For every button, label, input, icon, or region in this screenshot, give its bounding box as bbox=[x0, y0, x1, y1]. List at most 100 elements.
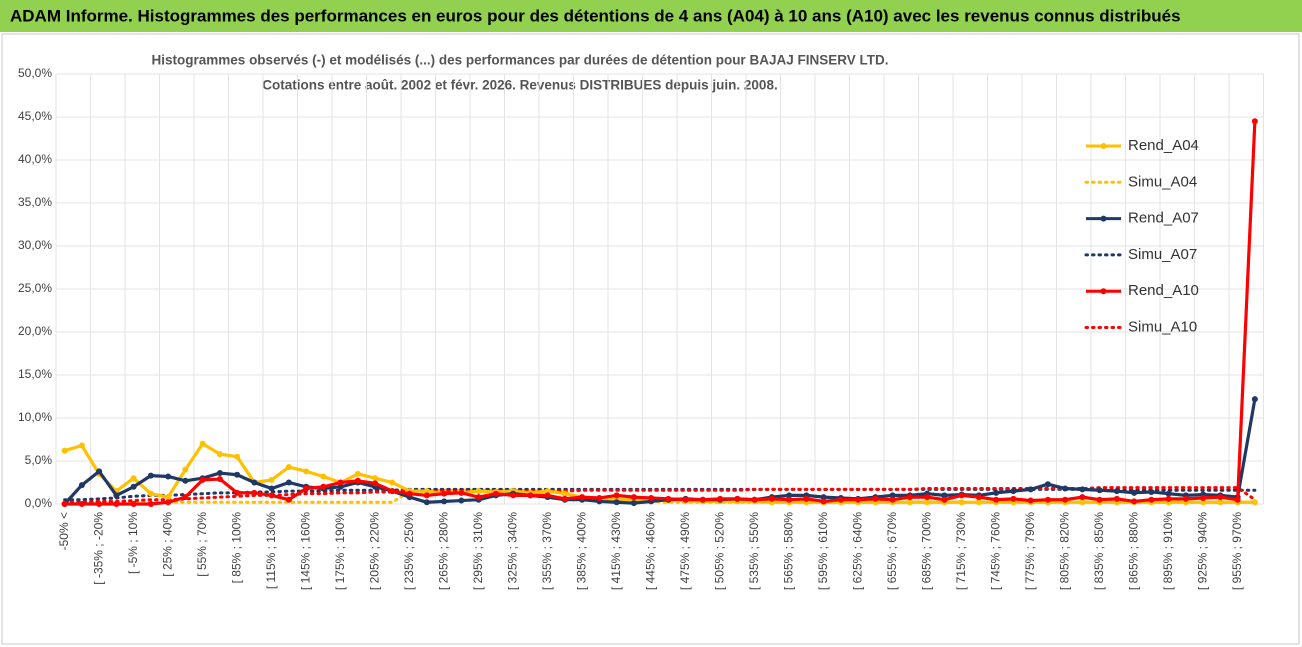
x-tick-label: [ 115% ; 130% bbox=[264, 512, 278, 589]
legend-marker bbox=[1100, 288, 1107, 295]
point bbox=[1182, 495, 1189, 502]
point bbox=[1217, 499, 1224, 506]
y-tick-label: 25,0% bbox=[18, 281, 52, 295]
series-line bbox=[64, 121, 1257, 506]
point bbox=[441, 498, 448, 505]
point bbox=[1200, 494, 1207, 501]
x-tick-label: [ 445% ; 460% bbox=[643, 512, 657, 590]
point bbox=[993, 489, 1000, 496]
point bbox=[182, 477, 189, 484]
legend-marker bbox=[1100, 143, 1107, 149]
y-tick-label: 50,0% bbox=[18, 66, 52, 80]
point bbox=[285, 464, 292, 471]
point bbox=[182, 466, 189, 473]
x-tick-label: [ 745% ; 760% bbox=[988, 512, 1002, 590]
point bbox=[544, 492, 551, 499]
legend-label: Rend_A10 bbox=[1128, 282, 1199, 299]
point bbox=[320, 483, 327, 490]
chart-subtitle: Histogrammes observés (-) et modélisés (… bbox=[152, 53, 889, 68]
x-tick-label: [ 505% ; 520% bbox=[712, 512, 726, 590]
y-tick-label: 10,0% bbox=[18, 410, 52, 424]
point bbox=[544, 488, 551, 495]
chart-title: ADAM Informe. Histogrammes des performan… bbox=[10, 6, 1181, 25]
point bbox=[492, 490, 499, 497]
x-tick-label: [ 355% ; 370% bbox=[540, 512, 554, 590]
point bbox=[96, 468, 103, 475]
point bbox=[372, 475, 379, 482]
x-tick-label: [ 85% ; 100% bbox=[229, 512, 243, 584]
point bbox=[78, 482, 85, 489]
point bbox=[820, 494, 827, 501]
point bbox=[423, 488, 430, 495]
point bbox=[613, 492, 620, 499]
point bbox=[475, 494, 482, 501]
x-tick-label: [ 205% ; 220% bbox=[367, 512, 381, 590]
point bbox=[1113, 495, 1120, 502]
point bbox=[1096, 496, 1103, 503]
point bbox=[889, 492, 896, 499]
point bbox=[61, 501, 68, 507]
x-tick-label: [ 145% ; 160% bbox=[298, 512, 312, 590]
point bbox=[337, 479, 344, 486]
point bbox=[924, 494, 931, 501]
x-tick-label: [ 775% ; 790% bbox=[1023, 512, 1037, 590]
point bbox=[1217, 494, 1224, 501]
point bbox=[182, 494, 189, 501]
point bbox=[337, 483, 344, 490]
x-tick-label: [ 835% ; 850% bbox=[1092, 512, 1106, 590]
point bbox=[975, 494, 982, 501]
point bbox=[906, 494, 913, 501]
x-tick-label: [ 685% ; 700% bbox=[919, 512, 933, 590]
point bbox=[251, 479, 258, 486]
point bbox=[1027, 497, 1034, 504]
point bbox=[268, 485, 275, 492]
x-tick-label: [ 625% ; 640% bbox=[850, 512, 864, 590]
point bbox=[165, 499, 172, 506]
point bbox=[751, 496, 758, 503]
point bbox=[147, 501, 154, 507]
point bbox=[561, 490, 568, 497]
point bbox=[1079, 486, 1086, 493]
point bbox=[924, 499, 931, 506]
point bbox=[1062, 485, 1069, 492]
y-tick-label: 30,0% bbox=[18, 238, 52, 252]
y-tick-label: 15,0% bbox=[18, 367, 52, 381]
point bbox=[734, 495, 741, 502]
x-tick-label: [ 325% ; 340% bbox=[505, 512, 519, 590]
point bbox=[786, 492, 793, 499]
point bbox=[786, 496, 793, 503]
point bbox=[303, 468, 310, 475]
point bbox=[423, 492, 430, 499]
point bbox=[320, 473, 327, 480]
point bbox=[579, 494, 586, 501]
point bbox=[234, 453, 241, 460]
x-tick-label: [ 925% ; 940% bbox=[1195, 512, 1209, 590]
point bbox=[1251, 499, 1258, 506]
point bbox=[216, 470, 223, 477]
y-tick-label: 5,0% bbox=[25, 453, 53, 467]
point bbox=[354, 470, 361, 477]
x-tick-label: [ 265% ; 280% bbox=[436, 512, 450, 590]
x-tick-label: [ 535% ; 550% bbox=[747, 512, 761, 590]
point bbox=[1131, 489, 1138, 496]
point bbox=[268, 476, 275, 483]
x-tick-label: [ 715% ; 730% bbox=[954, 512, 968, 590]
point bbox=[251, 489, 258, 496]
legend-label: Simu_A04 bbox=[1128, 173, 1197, 190]
point bbox=[630, 494, 637, 501]
point bbox=[475, 488, 482, 495]
point bbox=[820, 498, 827, 505]
x-tick-label: [ 175% ; 190% bbox=[333, 512, 347, 590]
point bbox=[216, 451, 223, 458]
point bbox=[717, 495, 724, 502]
point bbox=[458, 489, 465, 496]
x-tick-label: [ 955% ; 970% bbox=[1230, 512, 1244, 590]
y-tick-label: 45,0% bbox=[18, 109, 52, 123]
point bbox=[1165, 490, 1172, 497]
point bbox=[147, 472, 154, 479]
point bbox=[1251, 396, 1258, 403]
point bbox=[165, 473, 172, 480]
point bbox=[285, 479, 292, 486]
point bbox=[665, 495, 672, 502]
